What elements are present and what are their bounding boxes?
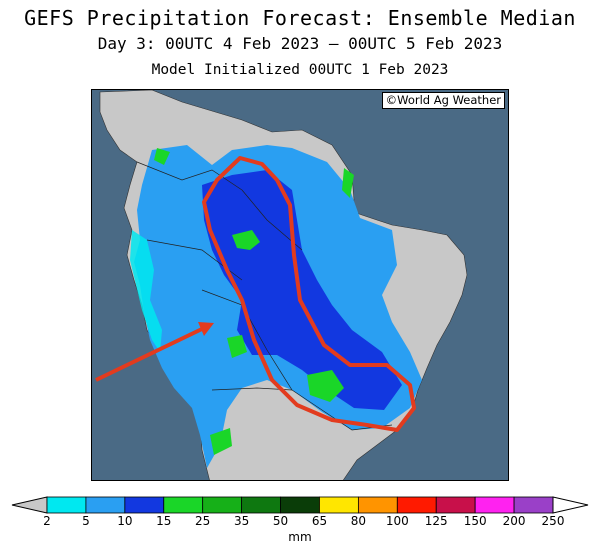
precip-zone-green-6 <box>210 428 232 455</box>
legend-over-triangle <box>552 496 589 514</box>
forecast-period: Day 3: 00UTC 4 Feb 2023 — 00UTC 5 Feb 20… <box>97 34 503 53</box>
chart-title: GEFS Precipitation Forecast: Ensemble Me… <box>24 6 576 30</box>
precip-zone-green-2 <box>307 370 344 402</box>
legend-swatch <box>241 496 281 514</box>
color-legend <box>11 496 589 514</box>
legend-tick-label: 125 <box>424 514 448 528</box>
legend-tick-label: 80 <box>350 514 367 528</box>
legend-swatch <box>319 496 359 514</box>
legend-swatch <box>85 496 126 514</box>
precip-zone-green-5 <box>154 148 170 165</box>
legend-tick-label: 5 <box>82 514 90 528</box>
legend-tick-label: 200 <box>502 514 526 528</box>
legend-swatch <box>435 496 476 514</box>
legend-tick-label: 50 <box>272 514 289 528</box>
legend-tick-label: 35 <box>233 514 250 528</box>
legend-swatch <box>280 496 320 514</box>
legend-swatch <box>513 496 554 514</box>
legend-swatch <box>124 496 165 514</box>
legend-tick-label: 250 <box>541 514 565 528</box>
copyright-credit: ©World Ag Weather <box>381 92 505 109</box>
legend-tick-label: 65 <box>311 514 328 528</box>
precip-zone-green-3 <box>227 335 247 358</box>
model-init: Model Initialized 00UTC 1 Feb 2023 <box>151 62 449 78</box>
legend-swatch <box>357 496 398 514</box>
legend-swatch <box>474 496 515 514</box>
precip-zone-green-4 <box>342 168 354 198</box>
precip-zone-green-1 <box>232 230 260 250</box>
legend-swatch <box>46 496 87 514</box>
legend-tick-label: 10 <box>117 514 133 528</box>
precip-zone-cyan <box>130 230 162 352</box>
legend-tick-label: 15 <box>156 514 172 528</box>
legend-swatch <box>163 496 204 514</box>
legend-tick-label: 100 <box>385 514 409 528</box>
legend-under-triangle <box>11 496 48 514</box>
map-canvas <box>95 90 468 480</box>
legend-tick-label: 25 <box>195 514 211 528</box>
precipitation-map: ©World Ag Weather <box>91 89 509 481</box>
legend-unit: mm <box>288 530 312 544</box>
highlight-outline <box>202 156 416 432</box>
legend-swatch <box>202 496 243 514</box>
legend-tick-label: 2 <box>43 514 51 528</box>
highlight-arrow <box>95 322 214 382</box>
legend-tick-label: 150 <box>463 514 487 528</box>
legend-swatch <box>396 496 437 514</box>
